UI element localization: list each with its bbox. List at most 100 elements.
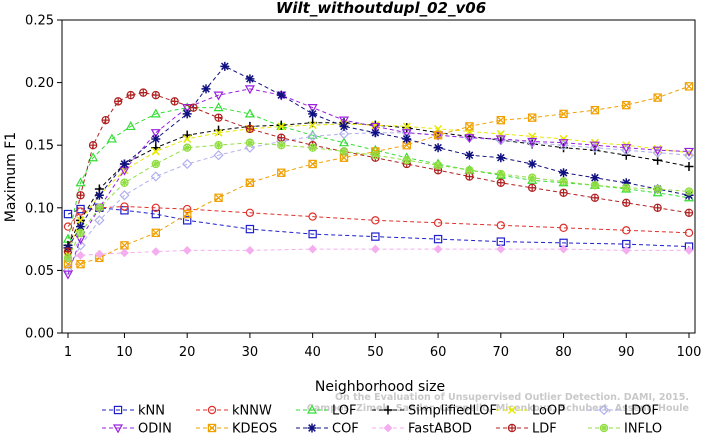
data-point-ldof (652, 147, 663, 158)
series-fastabod (63, 244, 694, 263)
data-point-kdeos (120, 241, 129, 250)
data-point-lof (244, 108, 255, 118)
x-tick-label: 1 (64, 345, 72, 360)
data-point-knnw (120, 202, 129, 211)
data-point-lof (88, 152, 99, 162)
series-inflo (63, 138, 694, 263)
data-point-knn (182, 216, 192, 225)
data-point-inflo (590, 181, 600, 190)
data-point-loop (151, 147, 160, 156)
data-point-ldf (214, 113, 223, 122)
legend-label: COF (332, 422, 359, 434)
data-point-kdeos (527, 113, 537, 122)
legend-label: LoOP (532, 404, 565, 419)
legend-label: SimplifiedLOF (408, 404, 497, 419)
data-point-kdeos (308, 159, 317, 169)
data-point-cof (339, 121, 349, 131)
data-point-ldof (62, 265, 74, 276)
data-point-fastabod (245, 245, 255, 255)
y-tick-label: 0.00 (25, 327, 54, 342)
data-point-knnw (559, 223, 568, 233)
legend-marker (599, 423, 609, 433)
x-tick-label: 100 (677, 345, 702, 360)
data-point-cof (464, 150, 474, 160)
y-tick-label: 0.15 (25, 139, 54, 154)
data-point-cof (151, 134, 161, 144)
y-tick-label: 0.25 (25, 14, 54, 29)
series-line-loop (67, 123, 690, 252)
x-tick-label: 90 (618, 345, 635, 360)
x-tick-label: 80 (555, 345, 572, 360)
plot-frame (61, 19, 696, 334)
data-point-odin (589, 141, 600, 151)
data-point-ldf (76, 191, 85, 200)
x-tick-label: 70 (493, 345, 510, 360)
series-knn (63, 203, 694, 251)
data-point-lof (150, 108, 161, 118)
data-point-knnw (371, 216, 380, 225)
data-point-knnw (308, 212, 317, 221)
data-point-odin (558, 139, 569, 149)
data-point-ldof (94, 215, 105, 226)
data-point-inflo (182, 143, 192, 152)
data-point-fastabod (370, 244, 380, 254)
data-point-inflo (308, 143, 317, 152)
data-point-knn (433, 234, 443, 244)
data-point-ldof (244, 142, 256, 153)
data-point-cof (119, 159, 129, 169)
data-point-odin (182, 104, 193, 114)
x-axis: 1 10 20 30 40 50 60 70 80 90 100 (64, 333, 702, 360)
legend-item-ldof: LDOF (588, 404, 659, 419)
data-point-ldof (621, 145, 632, 156)
data-point-ldof (558, 140, 569, 151)
data-point-fastabod (559, 244, 568, 254)
legend-item-odin: ODIN (102, 422, 172, 434)
legend-label: KDEOS (232, 422, 277, 434)
data-point-ldf (101, 115, 110, 125)
data-point-kdeos (182, 209, 192, 219)
data-point-fastabod (151, 247, 161, 257)
y-tick-label: 0.20 (25, 76, 54, 91)
data-point-knn (151, 209, 161, 219)
series-line-simplifiedlof (67, 122, 690, 246)
data-point-knnw (245, 208, 255, 218)
data-point-fastabod (182, 245, 192, 255)
data-point-cof (496, 153, 506, 163)
data-point-inflo (95, 203, 104, 212)
data-point-odin (401, 129, 412, 139)
data-point-ldf (684, 208, 694, 218)
data-point-lof (75, 177, 86, 187)
data-point-inflo (684, 187, 694, 196)
legend-item-knnw: kNNW (196, 404, 272, 419)
watermark-line-2: Campos, Zimek, Sander, Campello, Micenko… (307, 403, 689, 414)
data-point-knnw (496, 221, 506, 230)
legend-marker (598, 404, 610, 416)
legend-label: LOF (332, 404, 357, 419)
data-point-fastabod (94, 249, 104, 259)
legend-item-ldf: LDF (496, 422, 557, 434)
legend-item-inflo: INFLO (588, 422, 662, 434)
legend-label: kNNW (232, 404, 272, 419)
legend-item-knn: kNN (102, 404, 165, 419)
legend-label: ODIN (138, 422, 172, 434)
legend-label: kNN (138, 404, 165, 419)
legend-marker (207, 405, 217, 415)
data-point-odin (244, 85, 255, 95)
data-point-cof (94, 190, 104, 200)
data-point-inflo (214, 140, 223, 150)
data-point-fastabod (621, 245, 631, 255)
legend-item-lof: LOF (296, 404, 357, 419)
legend-label: LDF (532, 422, 557, 434)
plot-series (62, 61, 695, 280)
data-point-inflo (559, 177, 568, 186)
data-point-odin (495, 135, 506, 145)
data-point-cof (402, 134, 412, 144)
data-point-odin (338, 116, 350, 126)
data-point-kdeos (684, 82, 694, 91)
data-point-loop (559, 134, 568, 143)
data-point-kdeos (151, 228, 161, 238)
y-axis: 0.00 0.05 0.10 0.15 0.20 0.25 (25, 14, 62, 342)
data-point-ldf (88, 140, 98, 150)
series-line-knnw (67, 205, 690, 234)
